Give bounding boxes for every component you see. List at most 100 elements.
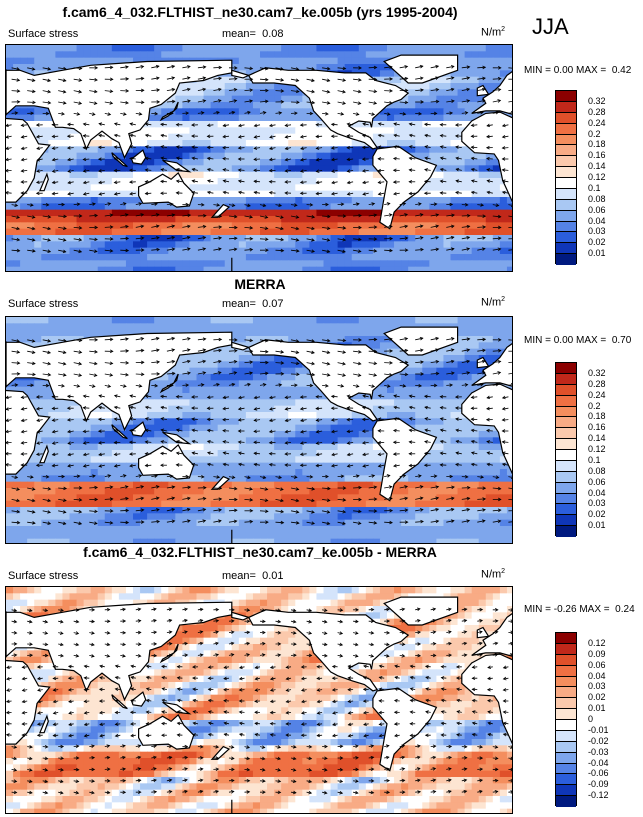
field-cell — [196, 222, 205, 230]
field-cell — [408, 266, 416, 271]
wind-vector — [238, 180, 245, 183]
field-cell — [394, 127, 402, 135]
field-cell — [231, 57, 240, 65]
wind-vector-head — [404, 213, 409, 217]
field-cell — [450, 260, 459, 268]
field-cell — [499, 216, 508, 223]
wind-vector-head — [233, 214, 238, 219]
field-cell — [330, 159, 339, 166]
field-cell — [62, 228, 71, 236]
field-cell — [408, 216, 416, 223]
field-cell — [20, 222, 28, 230]
field-cell — [351, 45, 360, 52]
field-cell — [274, 121, 282, 128]
field-cell — [252, 254, 261, 261]
field-cell — [267, 51, 275, 59]
wind-vector — [487, 180, 493, 183]
field-cell — [140, 133, 148, 141]
wind-vector-head — [423, 179, 428, 184]
field-cell — [62, 140, 71, 147]
field-cell — [309, 140, 318, 147]
field-cell — [415, 355, 423, 362]
field-cell — [182, 266, 191, 271]
field-cell — [274, 184, 282, 192]
field-cell — [274, 209, 282, 217]
field-cell — [260, 374, 268, 381]
field-cell — [436, 380, 445, 388]
field-cell — [464, 266, 473, 271]
wind-vector-head — [269, 135, 273, 139]
field-cell — [485, 247, 494, 255]
field-cell — [238, 51, 247, 59]
wind-vector-head — [408, 122, 413, 127]
field-cell — [358, 165, 367, 173]
wind-vector-head — [218, 87, 222, 92]
field-cell — [372, 329, 381, 337]
field-cell — [351, 140, 360, 147]
wind-vector-head — [342, 249, 346, 254]
field-cell — [387, 121, 395, 128]
field-cell — [97, 152, 106, 160]
field-cell — [189, 146, 198, 154]
field-cell — [372, 260, 381, 268]
field-cell — [189, 114, 198, 122]
wind-vector-head — [6, 157, 9, 162]
field-cell — [48, 399, 56, 407]
field-cell — [365, 197, 374, 204]
field-cell — [48, 317, 56, 324]
wind-vector-head — [470, 156, 475, 161]
field-cell — [464, 171, 473, 179]
field-cell — [147, 216, 155, 223]
field-cell — [316, 228, 325, 236]
field-cell — [154, 51, 162, 59]
wind-vector-head — [330, 134, 335, 139]
field-cell — [351, 190, 360, 198]
field-cell — [436, 89, 445, 97]
wind-vector-head — [311, 89, 315, 94]
wind-vector-head — [342, 237, 347, 242]
field-cell — [443, 247, 452, 255]
field-cell — [83, 184, 92, 192]
field-cell — [288, 254, 296, 261]
field-cell — [245, 209, 254, 217]
wind-vector-head — [20, 135, 25, 139]
field-cell — [231, 83, 240, 90]
field-cell — [217, 102, 226, 109]
field-cell — [506, 317, 512, 324]
wind-vector-head — [237, 179, 242, 184]
field-cell — [351, 209, 360, 217]
field-cell — [83, 241, 92, 249]
field-cell — [372, 209, 381, 217]
wind-vector-head — [357, 249, 362, 253]
field-cell — [309, 380, 318, 388]
field-cell — [464, 254, 473, 261]
wind-vector — [306, 67, 315, 70]
field-cell — [217, 184, 226, 192]
wind-vector-head — [404, 65, 409, 69]
field-cell — [168, 367, 176, 375]
field-cell — [344, 171, 353, 179]
field-cell — [189, 355, 198, 362]
field-cell — [499, 317, 508, 324]
wind-vector-head — [311, 226, 315, 231]
field-cell — [245, 247, 254, 255]
field-cell — [394, 323, 402, 331]
wind-vector — [21, 135, 28, 138]
wind-vector — [135, 203, 142, 205]
field-cell — [27, 393, 35, 400]
field-cell — [231, 165, 240, 173]
field-cell — [217, 412, 226, 419]
field-cell — [175, 228, 183, 236]
field-cell — [401, 108, 409, 116]
wind-vector-head — [358, 78, 362, 82]
field-cell — [267, 412, 275, 419]
field-cell — [485, 228, 494, 236]
field-cell — [34, 165, 42, 173]
field-cell — [506, 64, 512, 71]
field-cell — [436, 260, 445, 268]
field-cell — [450, 133, 459, 141]
field-cell — [111, 51, 120, 59]
field-cell — [309, 108, 318, 116]
field-cell — [464, 146, 473, 154]
field-cell — [387, 133, 395, 141]
